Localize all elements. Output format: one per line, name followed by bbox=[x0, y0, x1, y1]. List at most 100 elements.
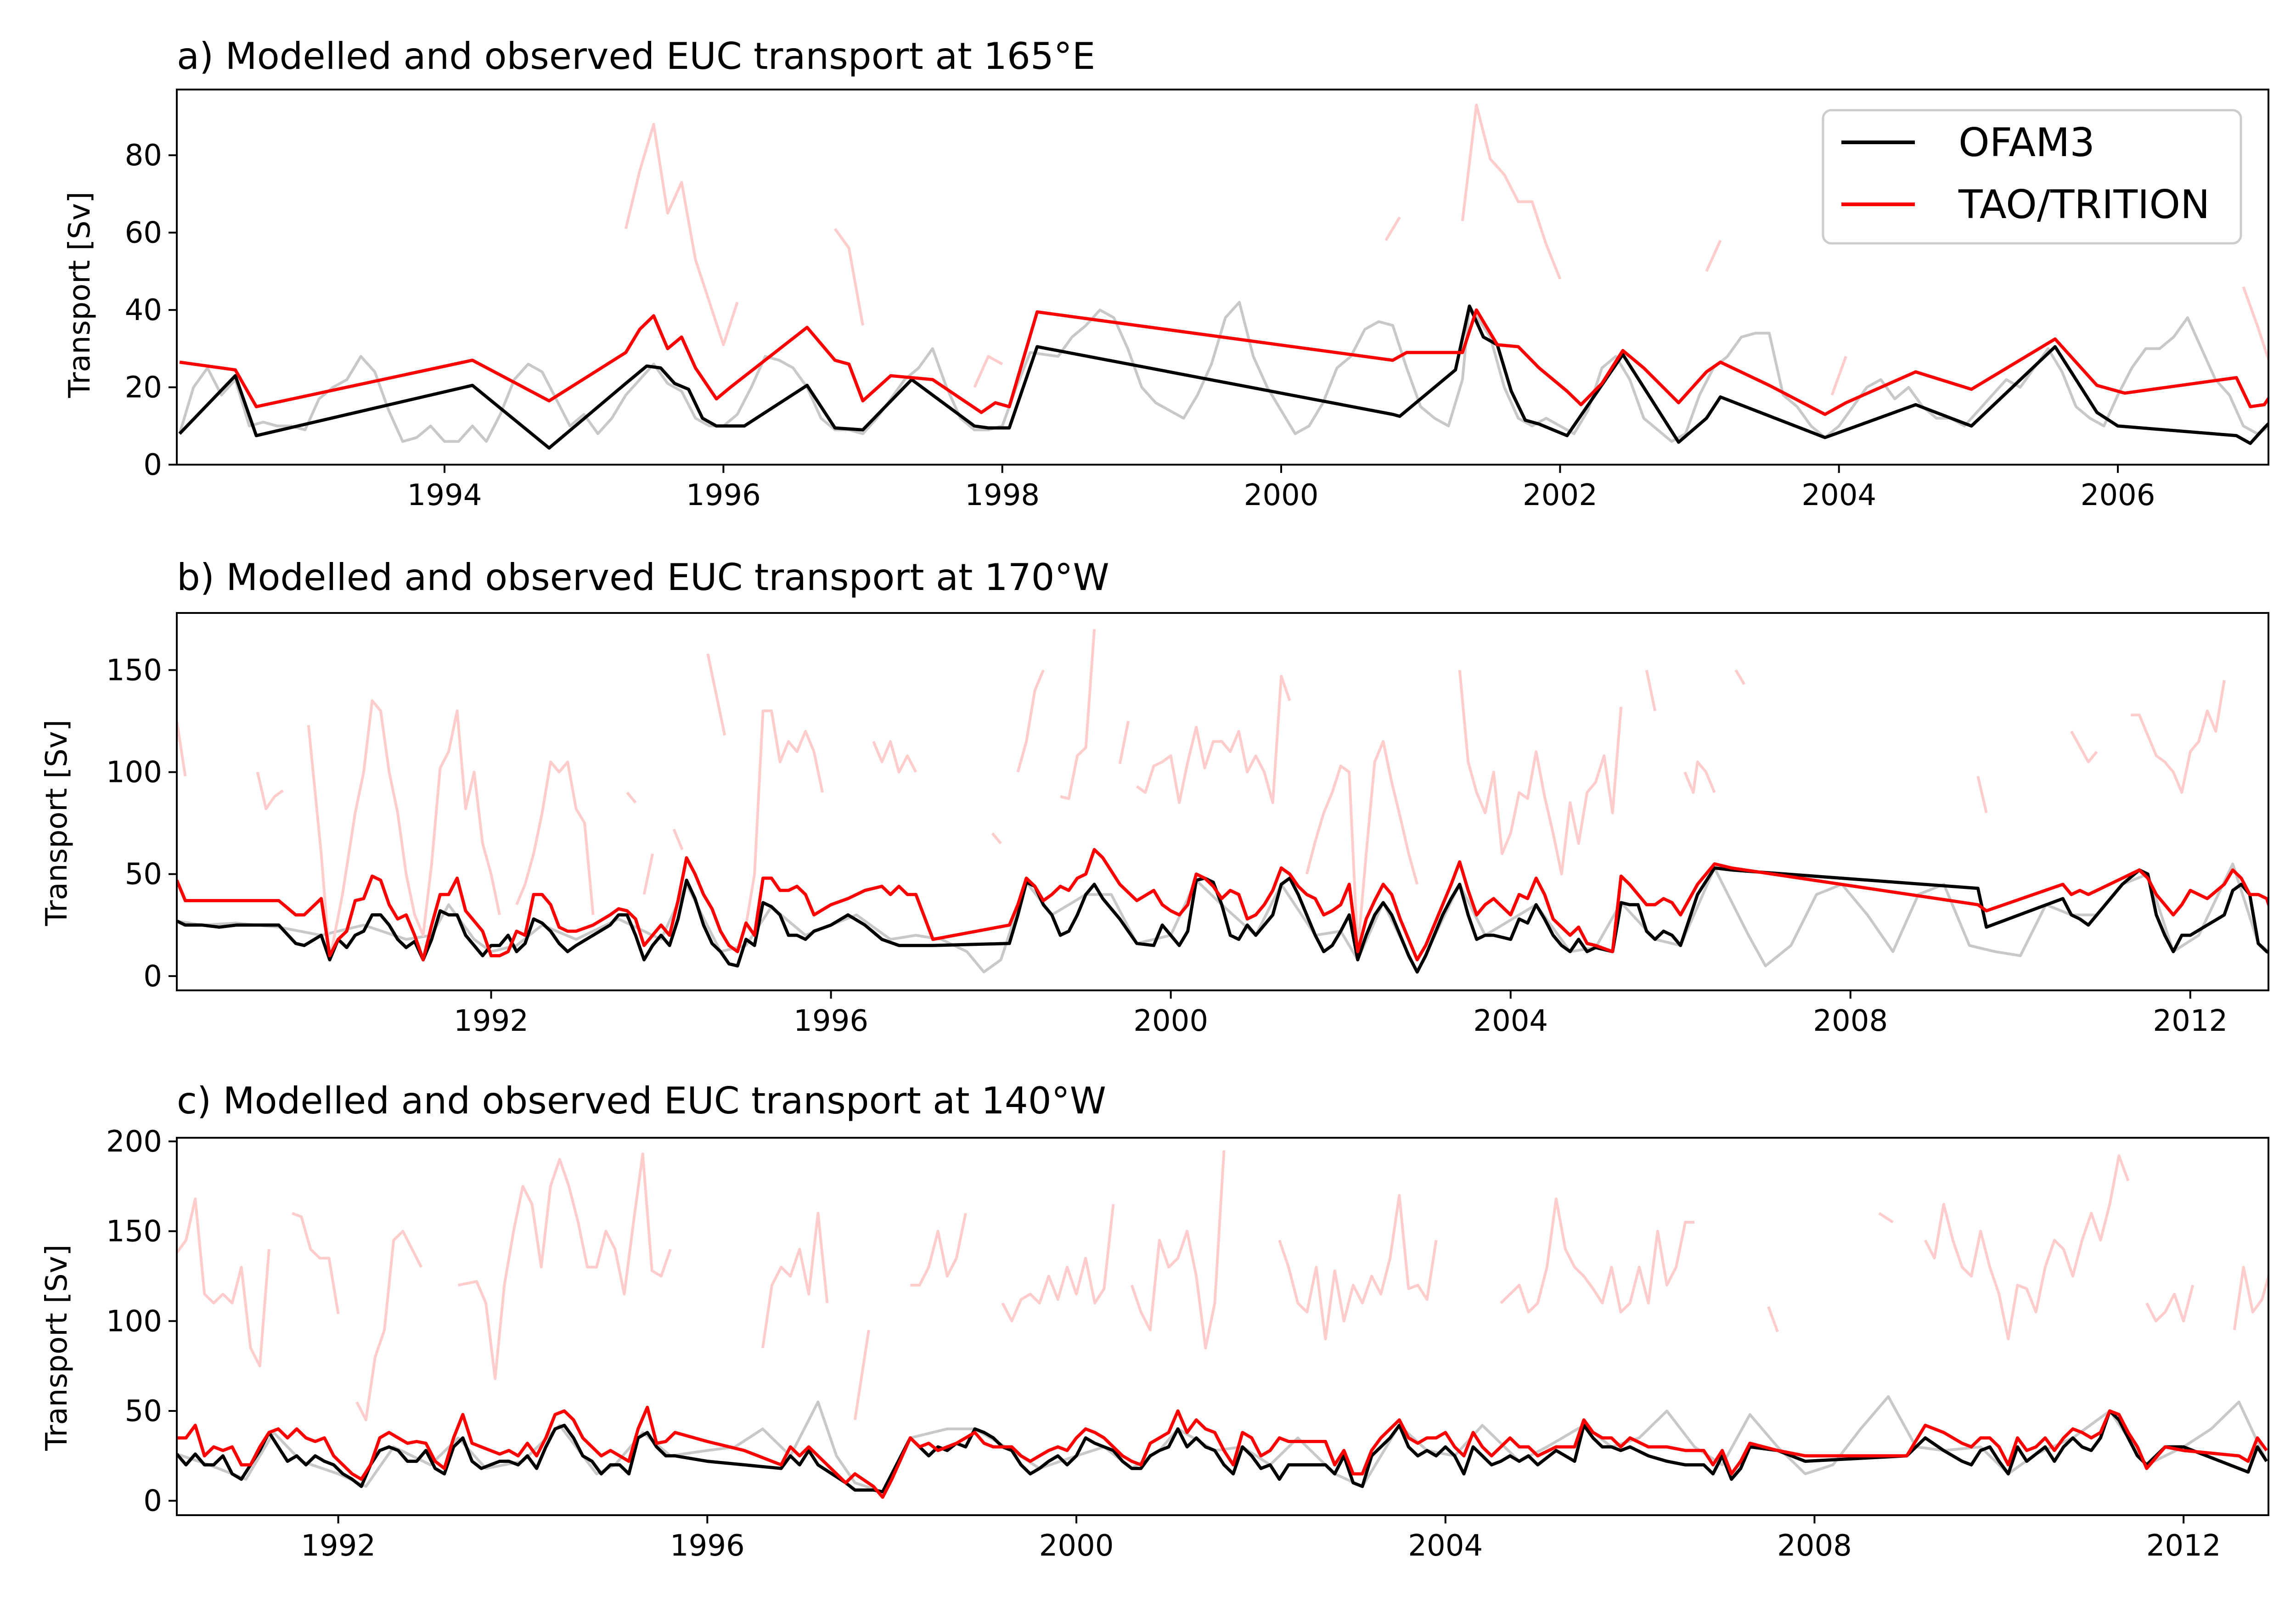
y-tick-label: 0 bbox=[143, 960, 162, 994]
series-line-tao-full-6 bbox=[672, 828, 684, 850]
x-tick-label: 1992 bbox=[301, 1529, 376, 1563]
y-tick-label: 20 bbox=[125, 371, 162, 405]
legend-label-ofam3: OFAM3 bbox=[1958, 120, 2095, 166]
y-tick-label: 200 bbox=[106, 1125, 162, 1159]
series-line-tao-full-12 bbox=[1060, 629, 1096, 800]
panel-a: a) Modelled and observed EUC transport a… bbox=[63, 35, 2269, 512]
x-tick-label: 2012 bbox=[2146, 1529, 2221, 1563]
panel-title: c) Modelled and observed EUC transport a… bbox=[177, 1079, 1106, 1122]
legend-label-tao-trition: TAO/TRITION bbox=[1958, 182, 2210, 228]
series-line-tao-full-2 bbox=[307, 699, 501, 961]
series-line-ofam-0 bbox=[177, 866, 2268, 974]
panel-c: c) Modelled and observed EUC transport a… bbox=[40, 1079, 2269, 1563]
axes-frame bbox=[176, 89, 2269, 466]
series-line-tao-full-17 bbox=[1645, 669, 1657, 711]
x-tick-label: 2004 bbox=[1408, 1529, 1483, 1563]
x-tick-label: 2002 bbox=[1523, 478, 1598, 512]
x-tick-label: 2000 bbox=[1244, 478, 1319, 512]
series-line-tao-full-9 bbox=[872, 740, 917, 774]
series-line-tao-full-2 bbox=[973, 355, 1003, 388]
series-line-tao-full-1 bbox=[292, 1212, 340, 1315]
series-line-tao-full-0 bbox=[624, 123, 739, 346]
y-tick-label: 150 bbox=[106, 653, 162, 687]
x-tick-label: 2000 bbox=[1039, 1529, 1114, 1563]
series-line-tao-full-9 bbox=[1278, 1194, 1438, 1341]
series-line-tao-0 bbox=[177, 848, 2268, 961]
series-line-tao-full-12 bbox=[1878, 1212, 1894, 1224]
series-line-tao-full-8 bbox=[1130, 1150, 1226, 1349]
x-tick-label: 1996 bbox=[793, 1004, 868, 1038]
series-line-tao-full-6 bbox=[1830, 356, 1847, 396]
series-line-tao-full-2 bbox=[355, 1230, 423, 1422]
series-line-tao-full-11 bbox=[1767, 1306, 1779, 1332]
x-tick-label: 2006 bbox=[2081, 478, 2155, 512]
series-line-tao-full-3 bbox=[1384, 216, 1401, 242]
series-line-tao-full-3 bbox=[515, 760, 595, 915]
x-tick-label: 2000 bbox=[1133, 1004, 1208, 1038]
series-line-tao-full-0 bbox=[177, 1197, 270, 1368]
series-line-tao-full-7 bbox=[706, 653, 726, 736]
y-tick-label: 40 bbox=[125, 293, 162, 327]
y-tick-label: 50 bbox=[125, 1394, 162, 1428]
series-line-tao-full-0 bbox=[177, 721, 187, 776]
series-line-tao-full-5 bbox=[1705, 240, 1722, 272]
x-tick-label: 1992 bbox=[454, 1004, 529, 1038]
series-line-tao-full-14 bbox=[1136, 674, 1291, 804]
series-line-tao-full-5 bbox=[642, 853, 654, 895]
series-line-tao-full-18 bbox=[1683, 760, 1716, 794]
x-tick-label: 2008 bbox=[1777, 1529, 1852, 1563]
series-line-tao-full-6 bbox=[910, 1213, 967, 1287]
series-line-tao-full-8 bbox=[744, 709, 824, 926]
series-line-tao-full-10 bbox=[1500, 1197, 1695, 1314]
series-line-tao-full-13 bbox=[1924, 1154, 2130, 1341]
x-tick-label: 2012 bbox=[2153, 1004, 2228, 1038]
series-line-tao-full-11 bbox=[1016, 669, 1045, 773]
y-axis-label: Transport [Sv] bbox=[40, 719, 74, 926]
panel-b: b) Modelled and observed EUC transport a… bbox=[40, 556, 2269, 1038]
series-line-ofam-0 bbox=[178, 304, 2268, 450]
plot-area bbox=[178, 103, 2268, 450]
series-line-tao-full-1 bbox=[256, 771, 284, 810]
y-tick-label: 0 bbox=[143, 1484, 162, 1518]
x-tick-label: 1996 bbox=[686, 478, 761, 512]
series-line-tao-full-7 bbox=[2242, 286, 2268, 364]
axes-frame bbox=[176, 612, 2269, 991]
series-line-tao-full-13 bbox=[1118, 720, 1130, 764]
x-tick-label: 2004 bbox=[1473, 1004, 1548, 1038]
legend: OFAM3 TAO/TRITION bbox=[1822, 109, 2242, 245]
series-line-tao-full-4 bbox=[626, 792, 637, 804]
y-axis-label: Transport [Sv] bbox=[40, 1244, 74, 1451]
y-tick-label: 100 bbox=[106, 756, 162, 790]
legend-frame bbox=[1822, 109, 2242, 245]
series-line-tao-full-16 bbox=[1458, 670, 1623, 876]
series-line-ofam-0 bbox=[177, 1409, 2268, 1494]
axes-frame bbox=[176, 1137, 2269, 1516]
series-line-tao-full-15 bbox=[1305, 740, 1419, 953]
x-tick-label: 2004 bbox=[1801, 478, 1876, 512]
series-line-tao-0 bbox=[179, 308, 2268, 416]
x-tick-label: 1994 bbox=[407, 478, 482, 512]
y-tick-label: 60 bbox=[125, 216, 162, 250]
series-line-tao-full-21 bbox=[2070, 730, 2098, 764]
series-line-tao-full-19 bbox=[1734, 669, 1746, 686]
y-tick-label: 50 bbox=[125, 858, 162, 892]
series-line-tao-full-4 bbox=[1461, 103, 1562, 280]
x-tick-label: 2008 bbox=[1813, 1004, 1888, 1038]
series-line-tao-full-1 bbox=[833, 228, 864, 326]
series-line-tao-full-7 bbox=[1001, 1204, 1115, 1323]
panel-title: b) Modelled and observed EUC transport a… bbox=[177, 556, 1109, 599]
series-line-tao-full-3 bbox=[458, 1152, 672, 1380]
plot-area bbox=[177, 1150, 2268, 1499]
plot-area bbox=[177, 629, 2268, 974]
x-tick-label: 1996 bbox=[670, 1529, 745, 1563]
series-line-tao-full-15 bbox=[2233, 1265, 2268, 1331]
panel-title: a) Modelled and observed EUC transport a… bbox=[177, 35, 1095, 78]
series-line-tao-full-5 bbox=[853, 1330, 870, 1420]
y-tick-label: 150 bbox=[106, 1215, 162, 1249]
series-line-tao-full-22 bbox=[2131, 680, 2226, 794]
y-axis-label: Transport [Sv] bbox=[63, 191, 97, 398]
series-line-tao-full-10 bbox=[991, 832, 1002, 845]
series-line-tao-full-14 bbox=[2145, 1285, 2195, 1323]
y-tick-label: 80 bbox=[125, 139, 162, 173]
